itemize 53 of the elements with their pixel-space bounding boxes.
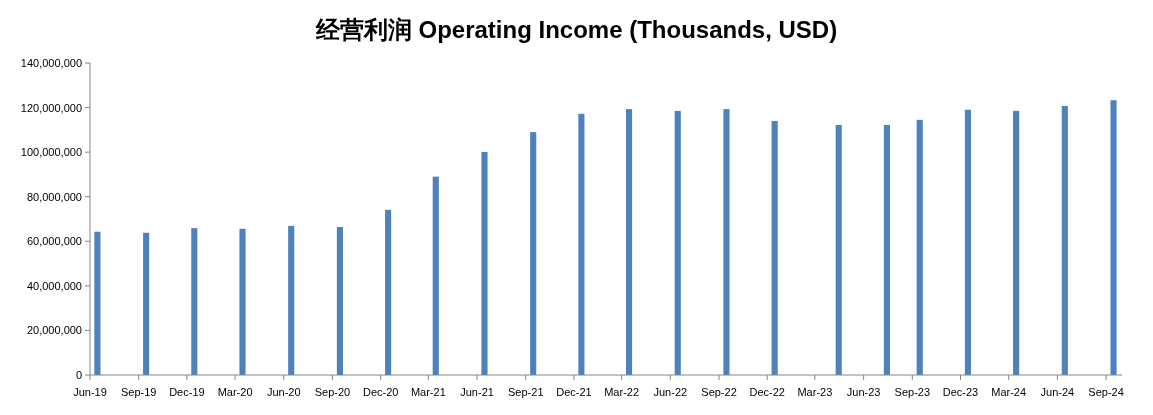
y-tick-label: 60,000,000 <box>26 235 82 248</box>
x-tick-label: Jun-23 <box>846 386 881 398</box>
bar <box>1110 100 1117 375</box>
x-tick-label: Mar-22 <box>604 386 640 398</box>
x-tick-label: Mar-23 <box>797 386 833 398</box>
x-tick-label: Dec-19 <box>169 386 205 398</box>
bar <box>916 119 923 375</box>
x-tick-label: Jun-21 <box>460 386 494 398</box>
x-tick-label: Jun-22 <box>653 386 688 398</box>
bar <box>964 109 971 375</box>
x-tick-label: Jun-20 <box>266 386 301 398</box>
x-tick-label: Dec-20 <box>362 386 399 398</box>
x-tick-label: Sep-20 <box>314 386 351 398</box>
x-tick-label: Dec-21 <box>556 386 592 398</box>
y-tick-label: 0 <box>75 369 82 381</box>
x-tick-label: Mar-21 <box>410 386 446 398</box>
bar <box>771 120 778 375</box>
bar <box>1013 110 1020 375</box>
bar <box>625 109 633 375</box>
y-tick-label: 20,000,000 <box>26 324 82 337</box>
x-tick-label: Mar-24 <box>991 386 1027 398</box>
bar <box>143 232 150 375</box>
bar <box>883 124 890 375</box>
x-tick-label: Sep-21 <box>508 386 544 398</box>
y-tick-label: 120,000,000 <box>20 101 82 114</box>
chart-title: 经营利润 Operating Income (Thousands, USD) <box>314 16 838 43</box>
bar <box>1061 106 1068 375</box>
bar <box>432 176 439 375</box>
bar <box>481 151 488 375</box>
bar <box>835 124 842 375</box>
bar <box>530 132 537 375</box>
y-tick-label: 40,000,000 <box>26 279 82 292</box>
y-tick-label: 80,000,000 <box>26 190 82 203</box>
bar <box>385 209 392 375</box>
bar <box>674 110 681 375</box>
x-tick-label: Jun-24 <box>1040 386 1075 398</box>
x-tick-label: Mar-20 <box>217 386 253 398</box>
x-tick-label: Dec-22 <box>749 386 785 398</box>
bar <box>191 228 198 375</box>
x-tick-label: Sep-19 <box>120 386 157 398</box>
bar <box>288 225 295 375</box>
y-tick-label: 100,000,000 <box>20 146 82 159</box>
bar <box>723 109 730 375</box>
bar <box>239 228 246 375</box>
x-tick-label: Jun-19 <box>73 386 107 398</box>
x-tick-label: Sep-22 <box>701 386 737 398</box>
x-tick-label: Dec-23 <box>942 386 979 398</box>
bar <box>578 113 585 375</box>
bar <box>336 227 343 375</box>
bar <box>94 231 101 375</box>
y-tick-label: 140,000,000 <box>20 57 82 69</box>
x-tick-label: Sep-24 <box>1088 386 1124 398</box>
x-tick-label: Sep-23 <box>894 386 931 398</box>
